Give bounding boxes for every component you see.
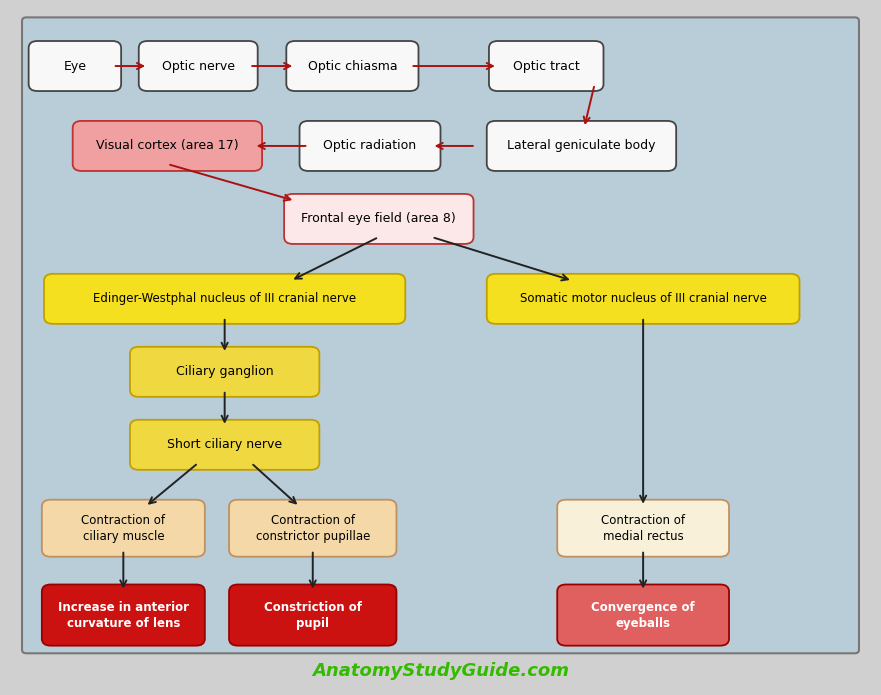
Text: Optic chiasma: Optic chiasma bbox=[307, 60, 397, 72]
FancyBboxPatch shape bbox=[557, 584, 729, 646]
Text: Visual cortex (area 17): Visual cortex (area 17) bbox=[96, 140, 239, 152]
FancyBboxPatch shape bbox=[22, 17, 859, 653]
Text: Constriction of
pupil: Constriction of pupil bbox=[263, 600, 362, 630]
Text: Edinger-Westphal nucleus of III cranial nerve: Edinger-Westphal nucleus of III cranial … bbox=[93, 293, 356, 305]
Text: Lateral geniculate body: Lateral geniculate body bbox=[507, 140, 655, 152]
FancyBboxPatch shape bbox=[130, 420, 319, 470]
FancyBboxPatch shape bbox=[300, 121, 440, 171]
FancyBboxPatch shape bbox=[229, 500, 396, 557]
FancyBboxPatch shape bbox=[130, 347, 319, 397]
FancyBboxPatch shape bbox=[489, 41, 603, 91]
FancyBboxPatch shape bbox=[286, 41, 418, 91]
FancyBboxPatch shape bbox=[42, 500, 204, 557]
FancyBboxPatch shape bbox=[486, 121, 677, 171]
Text: Contraction of
constrictor pupillae: Contraction of constrictor pupillae bbox=[255, 514, 370, 543]
Text: Eye: Eye bbox=[63, 60, 86, 72]
Text: Convergence of
eyeballs: Convergence of eyeballs bbox=[591, 600, 695, 630]
Text: Optic tract: Optic tract bbox=[513, 60, 580, 72]
FancyBboxPatch shape bbox=[72, 121, 262, 171]
FancyBboxPatch shape bbox=[486, 274, 799, 324]
FancyBboxPatch shape bbox=[139, 41, 257, 91]
FancyBboxPatch shape bbox=[28, 41, 122, 91]
Text: Frontal eye field (area 8): Frontal eye field (area 8) bbox=[301, 213, 456, 225]
Text: Optic radiation: Optic radiation bbox=[323, 140, 417, 152]
Text: Contraction of
ciliary muscle: Contraction of ciliary muscle bbox=[81, 514, 166, 543]
Text: Somatic motor nucleus of III cranial nerve: Somatic motor nucleus of III cranial ner… bbox=[520, 293, 766, 305]
FancyBboxPatch shape bbox=[557, 500, 729, 557]
Text: Increase in anterior
curvature of lens: Increase in anterior curvature of lens bbox=[58, 600, 189, 630]
Text: Ciliary ganglion: Ciliary ganglion bbox=[176, 366, 273, 378]
Text: Contraction of
medial rectus: Contraction of medial rectus bbox=[601, 514, 685, 543]
Text: AnatomyStudyGuide.com: AnatomyStudyGuide.com bbox=[312, 662, 569, 680]
FancyBboxPatch shape bbox=[284, 194, 474, 244]
FancyBboxPatch shape bbox=[42, 584, 204, 646]
Text: Optic nerve: Optic nerve bbox=[162, 60, 234, 72]
FancyBboxPatch shape bbox=[44, 274, 405, 324]
FancyBboxPatch shape bbox=[229, 584, 396, 646]
Text: Short ciliary nerve: Short ciliary nerve bbox=[167, 439, 282, 451]
